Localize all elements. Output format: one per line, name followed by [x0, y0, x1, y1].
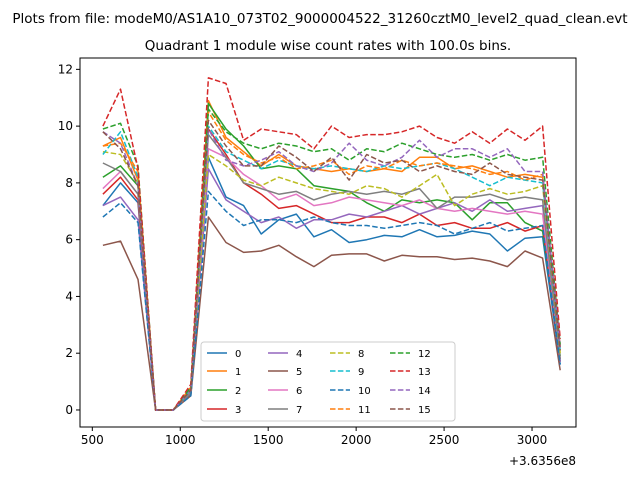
y-tick-label: 2 — [65, 346, 73, 360]
series-line-10 — [102, 190, 561, 411]
legend-label-13: 13 — [418, 367, 431, 378]
legend-label-7: 7 — [296, 405, 302, 416]
legend-frame — [200, 341, 456, 422]
y-tick-label: 4 — [65, 289, 73, 303]
x-tick-label: 2500 — [429, 433, 460, 447]
x-axis-offset-label: +3.6356e8 — [509, 454, 576, 468]
y-tick-label: 12 — [58, 62, 73, 76]
x-axis-ticks: 500 1000 1500 2000 2500 3000 — [81, 427, 547, 447]
series-lines — [102, 77, 561, 411]
legend-label-2: 2 — [235, 386, 241, 397]
y-tick-label: 0 — [65, 403, 73, 417]
legend-label-14: 14 — [418, 386, 431, 397]
legend-label-11: 11 — [358, 405, 371, 416]
legend-label-5: 5 — [296, 367, 302, 378]
legend-label-8: 8 — [358, 349, 364, 360]
x-tick-label: 1000 — [165, 433, 196, 447]
y-axis-ticks: 0 2 4 6 8 10 12 — [58, 62, 80, 417]
series-line-13 — [102, 77, 561, 411]
y-tick-label: 6 — [65, 233, 73, 247]
legend-label-4: 4 — [296, 349, 302, 360]
legend-label-1: 1 — [235, 367, 241, 378]
series-line-15 — [102, 119, 561, 411]
legend-label-10: 10 — [358, 386, 371, 397]
x-tick-label: 3000 — [517, 433, 548, 447]
legend-label-15: 15 — [418, 405, 431, 416]
x-tick-label: 1500 — [253, 433, 284, 447]
axes-frame — [79, 57, 577, 428]
chart-title: Quadrant 1 module wise count rates with … — [145, 38, 511, 54]
legend-label-3: 3 — [235, 405, 241, 416]
legend-label-0: 0 — [235, 349, 241, 360]
legend-label-12: 12 — [418, 349, 431, 360]
y-tick-label: 8 — [65, 176, 73, 190]
legend-label-9: 9 — [358, 367, 364, 378]
x-tick-label: 500 — [81, 433, 104, 447]
x-tick-label: 2000 — [341, 433, 372, 447]
legend-label-6: 6 — [296, 386, 302, 397]
figure-suptitle: Plots from file: modeM0/AS1A10_073T02_90… — [12, 11, 627, 27]
y-tick-label: 10 — [58, 119, 73, 133]
